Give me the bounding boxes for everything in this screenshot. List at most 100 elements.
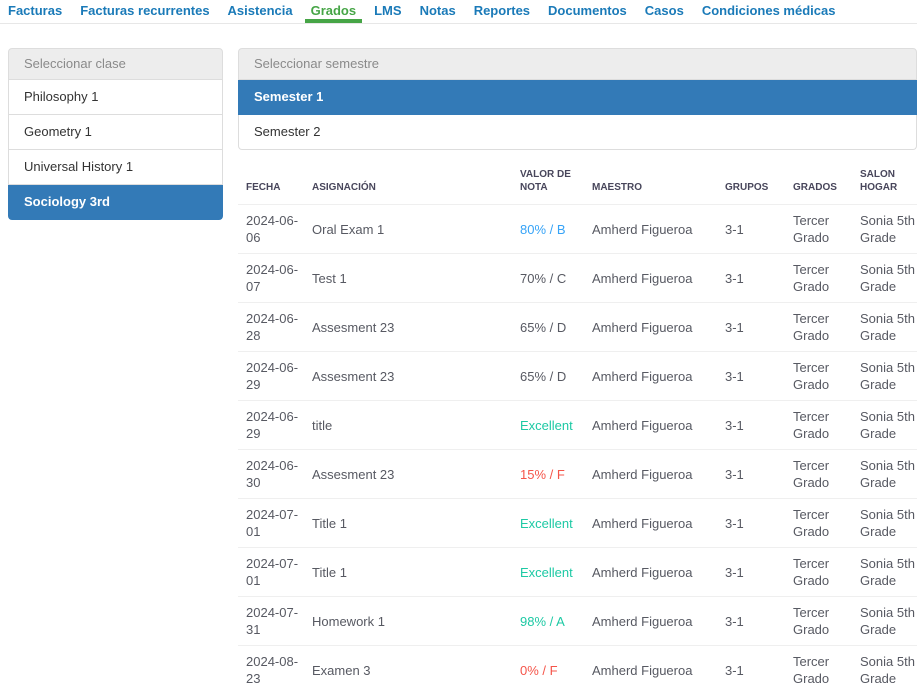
class-item-philosophy-1[interactable]: Philosophy 1 <box>8 80 223 115</box>
cell-grados: Tercer Grado <box>785 253 852 303</box>
nav-tab-facturas-recurrentes[interactable]: Facturas recurrentes <box>80 3 210 18</box>
cell-salon: Sonia 5th Grade <box>852 204 917 254</box>
cell-asignacion: Assesment 23 <box>304 351 512 401</box>
cell-fecha: 2024-06-07 <box>238 253 304 303</box>
cell-valor: 70% / C <box>512 253 584 303</box>
cell-maestro: Amherd Figueroa <box>584 449 717 499</box>
top-nav: Facturas Facturas recurrentes Asistencia Gr… <box>0 0 917 24</box>
cell-maestro: Amherd Figueroa <box>584 547 717 597</box>
cell-grupos: 3-1 <box>717 596 785 646</box>
cell-fecha: 2024-07-31 <box>238 596 304 646</box>
cell-valor: 0% / F <box>512 645 584 688</box>
cell-fecha: 2024-07-01 <box>238 547 304 597</box>
cell-grupos: 3-1 <box>717 645 785 688</box>
cell-maestro: Amherd Figueroa <box>584 645 717 688</box>
col-header-maestro: MAESTRO <box>592 182 642 193</box>
cell-maestro: Amherd Figueroa <box>584 596 717 646</box>
cell-valor: Excellent <box>512 498 584 548</box>
cell-salon: Sonia 5th Grade <box>852 547 917 597</box>
table-row: 2024-06-07 Test 1 70% / C Amherd Figueroa 3-… <box>238 253 917 303</box>
cell-valor: 65% / D <box>512 351 584 401</box>
cell-salon: Sonia 5th Grade <box>852 351 917 401</box>
cell-grados: Tercer Grado <box>785 596 852 646</box>
nav-tab-grados[interactable]: Grados <box>304 0 363 23</box>
cell-maestro: Amherd Figueroa <box>584 253 717 303</box>
grades-table-container: FECHA ASIGNACIÓN VALOR DE NOTA MAESTRO GRUPO… <box>238 160 917 688</box>
nav-tab-lms[interactable]: LMS <box>374 3 402 18</box>
cell-fecha: 2024-06-30 <box>238 449 304 499</box>
cell-maestro: Amherd Figueroa <box>584 204 717 254</box>
cell-fecha: 2024-06-06 <box>238 204 304 254</box>
cell-valor: Excellent <box>512 547 584 597</box>
cell-salon: Sonia 5th Grade <box>852 302 917 352</box>
table-header-row: FECHA ASIGNACIÓN VALOR DE NOTA MAESTRO GRUPO… <box>238 160 917 205</box>
cell-asignacion: title <box>304 400 512 450</box>
table-body: 2024-06-06 Oral Exam 1 80% / B Amherd Figue… <box>238 204 917 688</box>
cell-fecha: 2024-06-29 <box>238 351 304 401</box>
cell-grupos: 3-1 <box>717 400 785 450</box>
cell-grupos: 3-1 <box>717 498 785 548</box>
cell-asignacion: Examen 3 <box>304 645 512 688</box>
cell-grupos: 3-1 <box>717 204 785 254</box>
cell-maestro: Amherd Figueroa <box>584 351 717 401</box>
cell-valor: 98% / A <box>512 596 584 646</box>
col-header-valor: VALOR DE NOTA <box>520 169 571 193</box>
cell-asignacion: Oral Exam 1 <box>304 204 512 254</box>
class-panel-header: Seleccionar clase <box>8 48 223 80</box>
table-row: 2024-06-29 Assesment 23 65% / D Amherd Figu… <box>238 351 917 401</box>
cell-maestro: Amherd Figueroa <box>584 498 717 548</box>
semester-panel: Seleccionar semestre Semester 1 Semester … <box>238 48 917 150</box>
col-header-grados: GRADOS <box>793 182 837 193</box>
semester-item-semester-2[interactable]: Semester 2 <box>238 115 917 150</box>
cell-fecha: 2024-08-23 <box>238 645 304 688</box>
cell-salon: Sonia 5th Grade <box>852 449 917 499</box>
cell-maestro: Amherd Figueroa <box>584 302 717 352</box>
cell-valor: 80% / B <box>512 204 584 254</box>
col-header-salon: SALON HOGAR <box>860 169 898 193</box>
cell-fecha: 2024-07-01 <box>238 498 304 548</box>
nav-tab-reportes[interactable]: Reportes <box>473 3 531 18</box>
nav-tab-notas[interactable]: Notas <box>419 3 456 18</box>
cell-grupos: 3-1 <box>717 253 785 303</box>
grades-table: FECHA ASIGNACIÓN VALOR DE NOTA MAESTRO GRUPO… <box>238 160 917 688</box>
class-item-universal-history-1[interactable]: Universal History 1 <box>8 150 223 185</box>
cell-grupos: 3-1 <box>717 351 785 401</box>
table-row: 2024-07-01 Title 1 Excellent Amherd Figuero… <box>238 498 917 548</box>
nav-tab-casos[interactable]: Casos <box>644 3 684 18</box>
cell-grados: Tercer Grado <box>785 645 852 688</box>
nav-tab-asistencia[interactable]: Asistencia <box>227 3 293 18</box>
class-item-geometry-1[interactable]: Geometry 1 <box>8 115 223 150</box>
nav-tab-documentos[interactable]: Documentos <box>548 3 627 18</box>
semester-panel-header: Seleccionar semestre <box>238 48 917 80</box>
cell-valor: 65% / D <box>512 302 584 352</box>
table-row: 2024-07-01 Title 1 Excellent Amherd Figuero… <box>238 547 917 597</box>
cell-salon: Sonia 5th Grade <box>852 498 917 548</box>
table-row: 2024-06-29 title Excellent Amherd Figueroa 3… <box>238 400 917 450</box>
cell-salon: Sonia 5th Grade <box>852 645 917 688</box>
cell-salon: Sonia 5th Grade <box>852 400 917 450</box>
cell-fecha: 2024-06-28 <box>238 302 304 352</box>
cell-asignacion: Assesment 23 <box>304 449 512 499</box>
cell-grupos: 3-1 <box>717 547 785 597</box>
col-header-asignacion: ASIGNACIÓN <box>312 182 376 193</box>
col-header-fecha: FECHA <box>246 182 281 193</box>
cell-grados: Tercer Grado <box>785 547 852 597</box>
class-item-sociology-3rd[interactable]: Sociology 3rd <box>8 185 223 220</box>
cell-asignacion: Title 1 <box>304 498 512 548</box>
table-row: 2024-06-30 Assesment 23 15% / F Amherd Figu… <box>238 449 917 499</box>
cell-maestro: Amherd Figueroa <box>584 400 717 450</box>
cell-asignacion: Assesment 23 <box>304 302 512 352</box>
cell-asignacion: Test 1 <box>304 253 512 303</box>
nav-tab-condiciones-medicas[interactable]: Condiciones médicas <box>701 3 836 18</box>
semester-item-semester-1[interactable]: Semester 1 <box>238 80 917 115</box>
cell-grados: Tercer Grado <box>785 498 852 548</box>
nav-tab-facturas[interactable]: Facturas <box>8 3 63 18</box>
cell-fecha: 2024-06-29 <box>238 400 304 450</box>
class-list: Philosophy 1 Geometry 1 Universal History … <box>8 80 223 220</box>
semester-list: Semester 1 Semester 2 <box>238 80 917 150</box>
cell-grados: Tercer Grado <box>785 351 852 401</box>
cell-salon: Sonia 5th Grade <box>852 596 917 646</box>
cell-grados: Tercer Grado <box>785 449 852 499</box>
col-header-grupos: GRUPOS <box>725 182 769 193</box>
cell-grados: Tercer Grado <box>785 204 852 254</box>
